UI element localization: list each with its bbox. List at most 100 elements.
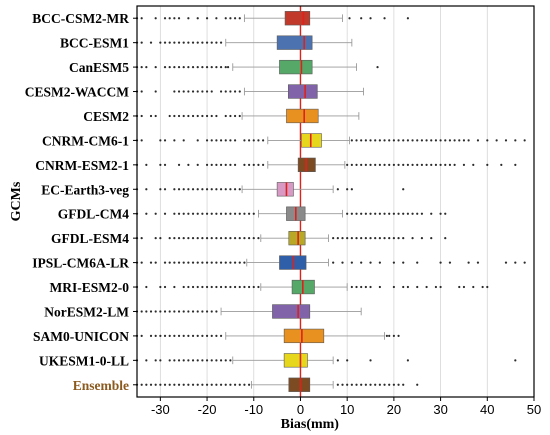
outlier-point bbox=[243, 237, 246, 240]
outlier-point bbox=[411, 163, 414, 166]
outlier-point bbox=[201, 237, 204, 240]
outlier-point bbox=[243, 285, 246, 289]
outlier-point bbox=[163, 163, 167, 166]
outlier-point bbox=[444, 237, 447, 240]
outlier-point bbox=[173, 383, 176, 386]
outlier-point bbox=[238, 285, 241, 289]
outlier-point bbox=[360, 139, 363, 142]
outlier-point bbox=[243, 383, 246, 386]
outlier-point bbox=[191, 334, 195, 338]
outlier-point bbox=[350, 383, 353, 386]
outlier-point bbox=[205, 359, 209, 362]
outlier-point bbox=[444, 212, 447, 215]
outlier-point bbox=[163, 41, 167, 44]
outlier-point bbox=[224, 188, 227, 191]
outlier-point bbox=[182, 41, 185, 44]
outlier-point bbox=[369, 212, 372, 215]
outlier-point bbox=[187, 359, 190, 362]
outlier-point bbox=[224, 163, 227, 166]
outlier-point bbox=[205, 17, 209, 20]
outlier-point bbox=[196, 188, 199, 191]
outlier-point bbox=[383, 163, 386, 166]
outlier-point bbox=[205, 163, 209, 166]
outlier-point bbox=[252, 285, 255, 289]
box-sam0-unicon bbox=[135, 328, 400, 344]
outlier-point bbox=[177, 90, 181, 93]
outlier-point bbox=[201, 285, 204, 289]
outlier-point bbox=[350, 163, 353, 166]
outlier-point bbox=[173, 139, 176, 142]
outlier-point bbox=[196, 17, 199, 20]
outlier-point bbox=[472, 285, 475, 289]
outlier-point bbox=[388, 139, 391, 142]
outlier-point bbox=[173, 65, 176, 69]
outlier-point bbox=[219, 261, 223, 264]
outlier-point bbox=[374, 383, 377, 386]
outlier-point bbox=[378, 237, 381, 240]
outlier-point bbox=[252, 139, 255, 142]
outlier-point bbox=[210, 310, 213, 313]
outlier-point bbox=[154, 237, 157, 240]
outlier-point bbox=[201, 65, 204, 69]
outlier-point bbox=[201, 114, 204, 118]
outlier-point bbox=[187, 65, 190, 69]
outlier-point bbox=[378, 212, 381, 215]
outlier-point bbox=[177, 163, 181, 166]
outlier-point bbox=[385, 334, 388, 338]
outlier-point bbox=[252, 212, 255, 215]
outlier-point bbox=[173, 90, 176, 93]
y-axis-category-labels: BCC-CSM2-MR BCC-ESM1 CanESM5 CESM2-WACCM CES… bbox=[25, 11, 137, 393]
outlier-point bbox=[191, 188, 195, 191]
y-tick-label: GFDL-CM4 bbox=[58, 207, 129, 222]
outlier-point bbox=[336, 383, 339, 386]
outlier-point bbox=[238, 237, 241, 240]
outlier-point bbox=[205, 139, 209, 142]
iqr-box bbox=[288, 84, 318, 99]
y-tick-label: IPSL-CM6A-LR bbox=[32, 256, 129, 271]
outlier-point bbox=[177, 212, 181, 215]
outlier-point bbox=[149, 310, 153, 313]
y-tick-label: BCC-CSM2-MR bbox=[32, 11, 129, 26]
outlier-point bbox=[336, 359, 339, 362]
outlier-point bbox=[388, 334, 391, 338]
outlier-point bbox=[233, 285, 237, 289]
outlier-point bbox=[233, 17, 237, 20]
outlier-point bbox=[201, 359, 204, 362]
outlier-point bbox=[397, 139, 400, 142]
outlier-point bbox=[229, 261, 232, 264]
outlier-point bbox=[210, 90, 213, 93]
outlier-point bbox=[392, 139, 395, 142]
outlier-point bbox=[219, 285, 223, 289]
outlier-point bbox=[388, 237, 391, 240]
outlier-point bbox=[226, 65, 230, 69]
outlier-point bbox=[369, 163, 372, 166]
outlier-point bbox=[486, 285, 489, 289]
outlier-point bbox=[173, 261, 176, 264]
outlier-point bbox=[262, 163, 265, 166]
outlier-point bbox=[187, 237, 190, 240]
outlier-point bbox=[402, 139, 405, 142]
outlier-point bbox=[168, 237, 171, 240]
outlier-point bbox=[448, 261, 452, 264]
outlier-point bbox=[229, 114, 232, 118]
outlier-point bbox=[163, 188, 167, 191]
outlier-point bbox=[458, 285, 461, 289]
outlier-point bbox=[411, 237, 414, 240]
outlier-point bbox=[444, 163, 447, 166]
outlier-point bbox=[364, 285, 367, 289]
outlier-point bbox=[369, 285, 372, 289]
outlier-point bbox=[182, 261, 185, 264]
outlier-point bbox=[448, 139, 452, 142]
outlier-point bbox=[196, 65, 199, 69]
outlier-point bbox=[425, 285, 428, 289]
outlier-point bbox=[149, 261, 153, 264]
outlier-point bbox=[397, 237, 400, 240]
outlier-point bbox=[173, 334, 176, 338]
outlier-point bbox=[383, 212, 386, 215]
outlier-point bbox=[332, 261, 335, 264]
outlier-point bbox=[350, 139, 353, 142]
outlier-point bbox=[369, 261, 372, 264]
outlier-point bbox=[238, 90, 241, 93]
outlier-point bbox=[201, 90, 204, 93]
outlier-point bbox=[196, 359, 199, 362]
